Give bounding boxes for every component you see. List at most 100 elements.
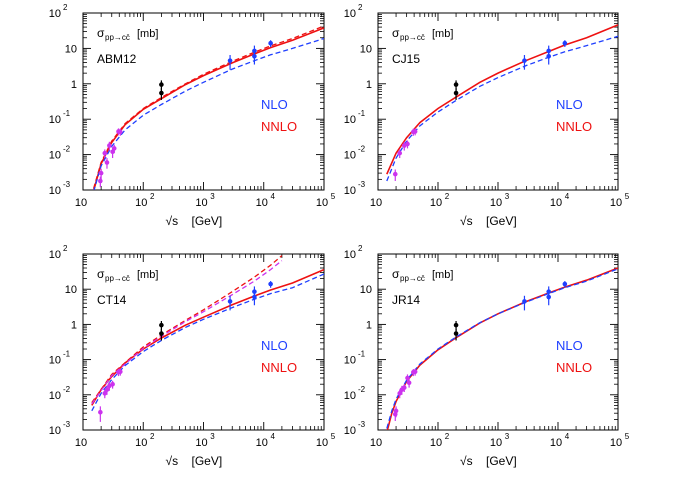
y-tick-label: 1 <box>71 319 77 331</box>
y-tick-exponent: -2 <box>358 385 366 394</box>
data-point-fixed-target <box>98 178 103 184</box>
y-tick-exponent: -1 <box>358 350 366 359</box>
data-point-RHIC <box>159 322 164 328</box>
data-point-RHIC <box>159 90 164 96</box>
legend-nnlo: NNLO <box>261 119 297 134</box>
y-axis-title-symbol: σ <box>392 26 400 40</box>
y-tick-exponent: 2 <box>63 3 68 12</box>
y-tick-label: 10 <box>65 284 77 296</box>
y-tick-exponent: 2 <box>358 3 363 12</box>
data-point-RHIC <box>453 322 459 328</box>
y-tick-label: 10 <box>49 425 61 437</box>
y-tick-label: 10 <box>65 43 77 55</box>
data-point-fixed-target <box>102 391 108 396</box>
x-tick-label: 10 <box>316 437 328 449</box>
x-tick-label: 10 <box>490 437 502 449</box>
data-point-fixed-target <box>104 387 110 392</box>
x-tick-exponent: 4 <box>271 432 276 441</box>
x-tick-label: 10 <box>316 197 328 209</box>
series-line-nlo <box>386 268 618 429</box>
x-axis-title-symbol: √s <box>460 454 473 468</box>
panel-label: ABM12 <box>97 52 137 66</box>
x-tick-exponent: 2 <box>445 192 450 201</box>
data-points <box>392 281 568 422</box>
x-tick-label: 10 <box>195 197 207 209</box>
data-point-fixed-target <box>107 143 112 148</box>
data-point-fixed-target <box>104 160 110 165</box>
series-line-nnlo <box>91 268 324 406</box>
curves <box>92 25 324 190</box>
y-tick-label: 10 <box>344 150 356 162</box>
data-point-RHIC <box>453 331 459 336</box>
x-tick-label: 10 <box>370 437 382 449</box>
series-line-nnlo <box>386 24 618 175</box>
y-tick-exponent: -1 <box>63 109 71 118</box>
x-tick-label: 10 <box>490 197 502 209</box>
y-tick-exponent: -1 <box>358 109 366 118</box>
data-point-fixed-target <box>110 381 115 387</box>
y-axis-title-subscript: pp→cc̄ <box>400 33 425 42</box>
y-tick-exponent: -3 <box>358 420 366 429</box>
x-tick-label: 10 <box>370 197 382 209</box>
y-axis-title-symbol: σ <box>97 26 105 40</box>
y-tick-label: 10 <box>49 355 61 367</box>
data-point-fixed-target <box>406 380 412 386</box>
x-tick-exponent: 3 <box>210 192 215 201</box>
panel-label: CJ15 <box>392 52 420 66</box>
y-tick-label: 10 <box>360 43 372 55</box>
panel-label: JR14 <box>392 293 420 307</box>
data-point-RHIC <box>453 90 459 96</box>
series-line-nnlo-band-edge <box>92 25 324 189</box>
y-tick-exponent: -2 <box>358 145 366 154</box>
data-point-RHIC <box>453 82 459 87</box>
data-point-LHC <box>562 281 568 287</box>
data-point-LHC <box>227 58 233 63</box>
x-axis-title-symbol: √s <box>166 454 179 468</box>
y-tick-label: 10 <box>344 8 356 20</box>
data-point-fixed-target <box>397 150 403 156</box>
data-point-LHC <box>252 48 257 54</box>
x-tick-label: 10 <box>550 197 562 209</box>
y-tick-label: 10 <box>49 114 61 126</box>
y-tick-label: 10 <box>344 390 356 402</box>
data-point-fixed-target <box>392 171 398 177</box>
data-point-RHIC <box>159 331 164 336</box>
data-point-fixed-target <box>397 391 403 396</box>
x-tick-exponent: 5 <box>331 192 336 201</box>
x-tick-label: 10 <box>75 197 87 209</box>
y-tick-exponent: -2 <box>63 145 71 154</box>
x-tick-exponent: 4 <box>565 192 570 201</box>
x-tick-label: 10 <box>610 197 622 209</box>
data-point-LHC <box>522 58 527 63</box>
y-tick-label: 10 <box>344 249 356 261</box>
data-point-LHC <box>562 40 568 46</box>
y-tick-label: 10 <box>49 150 61 162</box>
data-point-LHC <box>546 289 552 294</box>
data-point-fixed-target <box>412 129 418 134</box>
data-point-RHIC <box>159 82 164 87</box>
y-tick-exponent: -2 <box>63 385 71 394</box>
series-line-nlo <box>93 37 324 190</box>
x-tick-label: 10 <box>430 437 442 449</box>
y-tick-label: 10 <box>344 355 356 367</box>
data-point-fixed-target <box>393 408 399 414</box>
data-point-fixed-target <box>118 129 123 135</box>
x-tick-label: 10 <box>256 437 268 449</box>
legend-nnlo: NNLO <box>556 360 592 375</box>
series-line-nnlo-band-upper <box>91 255 283 403</box>
y-tick-label: 10 <box>344 425 356 437</box>
y-axis-title-symbol: σ <box>97 267 105 281</box>
x-axis-title-unit: [GeV] <box>486 454 517 468</box>
x-tick-label: 10 <box>135 437 147 449</box>
x-tick-exponent: 5 <box>625 432 630 441</box>
y-axis-title-subscript: pp→cc̄ <box>105 33 130 42</box>
data-point-fixed-target <box>98 409 103 415</box>
x-tick-exponent: 2 <box>445 432 450 441</box>
y-tick-label: 10 <box>49 185 61 197</box>
y-tick-label: 10 <box>360 284 372 296</box>
data-points <box>392 40 568 181</box>
y-tick-exponent: 2 <box>358 244 363 253</box>
